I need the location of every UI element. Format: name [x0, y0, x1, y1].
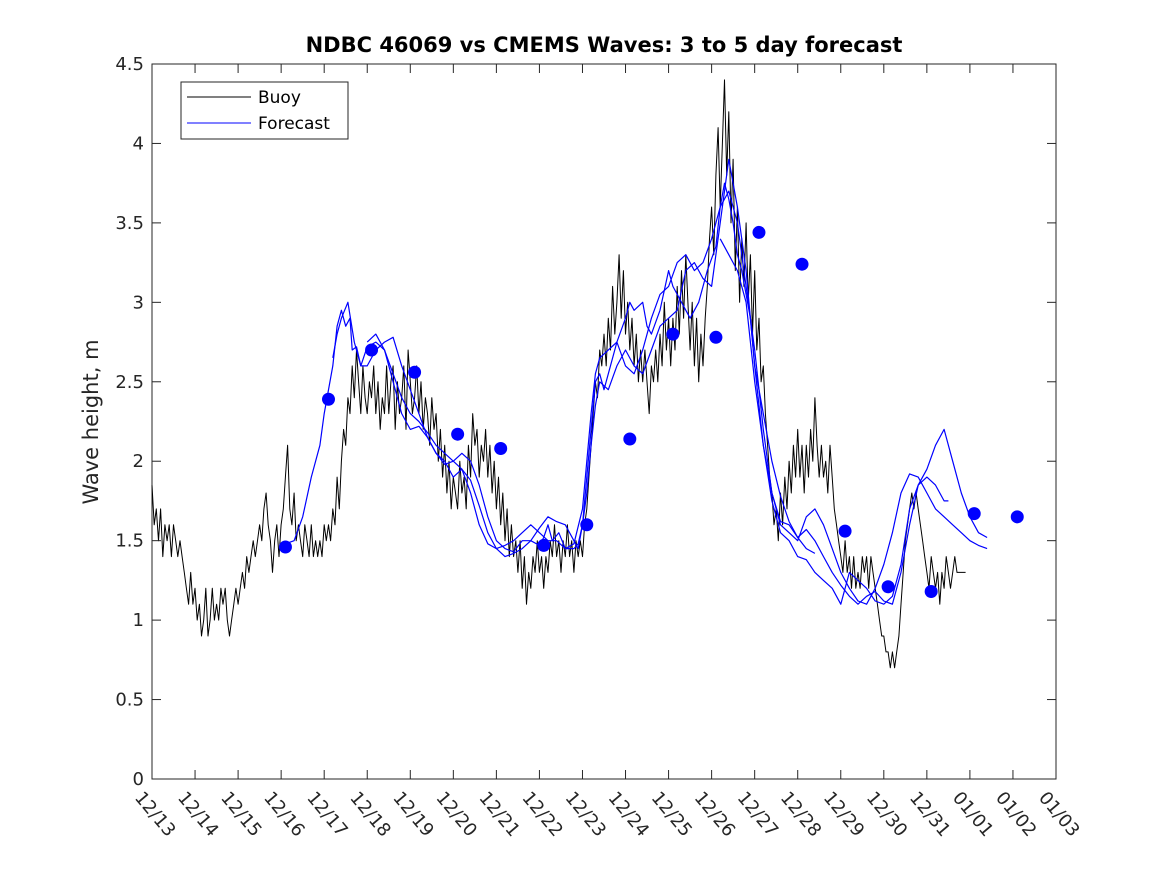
forecast-line-4	[719, 238, 949, 605]
plot-area	[151, 63, 1057, 780]
legend-buoy-label: Buoy	[258, 88, 301, 108]
y-tick-label: 2.5	[115, 372, 144, 393]
forecast-line-3	[366, 190, 988, 605]
forecast-marker	[451, 427, 465, 441]
forecast-marker	[365, 343, 379, 357]
y-tick-label: 1.5	[115, 531, 144, 552]
y-tick-label: 4.5	[115, 54, 144, 75]
forecast-marker	[838, 524, 852, 538]
chart-title: NDBC 46069 vs CMEMS Waves: 3 to 5 day fo…	[306, 33, 903, 57]
forecast-marker	[881, 580, 895, 594]
buoy-series	[151, 79, 966, 669]
forecast-marker	[321, 392, 335, 406]
forecast-marker	[752, 225, 766, 239]
forecast-marker	[1010, 510, 1024, 524]
y-tick-label: 3.5	[115, 213, 144, 234]
y-tick-label: 2	[133, 451, 144, 472]
forecast-marker	[408, 365, 422, 379]
y-tick-label: 0.5	[115, 690, 144, 711]
forecast-marker	[967, 507, 981, 521]
forecast-markers	[278, 225, 1024, 599]
buoy-line	[151, 79, 966, 669]
y-tick-label: 1	[133, 610, 144, 631]
forecast-marker	[924, 585, 938, 599]
forecast-marker	[709, 330, 723, 344]
forecast-marker	[278, 540, 292, 554]
axes-box	[151, 63, 1057, 780]
legend-box	[180, 81, 349, 140]
forecast-marker	[795, 257, 809, 271]
y-axis: 0 0.5 1 1.5 2 2.5 3 3.5 4 4.5	[115, 54, 1056, 790]
forecast-line-2	[332, 158, 988, 605]
forecast-series-group	[285, 158, 988, 605]
legend-forecast-label: Forecast	[258, 114, 330, 134]
forecast-marker	[494, 442, 508, 456]
forecast-marker	[580, 518, 594, 532]
y-tick-label: 3	[133, 292, 144, 313]
y-tick-label: 0	[133, 769, 144, 790]
forecast-marker	[537, 538, 551, 552]
y-tick-label: 4	[133, 133, 144, 154]
forecast-marker	[623, 432, 637, 446]
legend: Buoy Forecast	[180, 81, 349, 140]
y-axis-label: Wave height, m	[79, 339, 103, 504]
forecast-marker	[666, 327, 680, 341]
